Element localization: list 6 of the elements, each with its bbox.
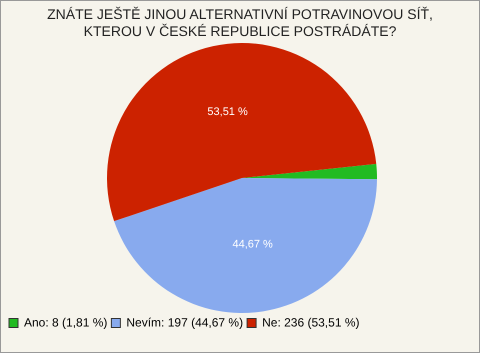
legend-label: Ano: 8 (1,81 %) xyxy=(24,315,108,330)
chart-title: ZNÁTE JEŠTĚ JINOU ALTERNATIVNÍ POTRAVINOVOU SÍŤ, KTEROU V ČESKÉ REPUBLICE POSTRÁDÁTE? xyxy=(46,6,434,40)
legend-label: Ne: 236 (53,51 %) xyxy=(262,315,360,330)
data-label: 53,51 % xyxy=(207,106,248,118)
data-label: 44,67 % xyxy=(232,238,274,251)
legend-label: Nevím: 197 (44,67 %) xyxy=(126,315,244,330)
